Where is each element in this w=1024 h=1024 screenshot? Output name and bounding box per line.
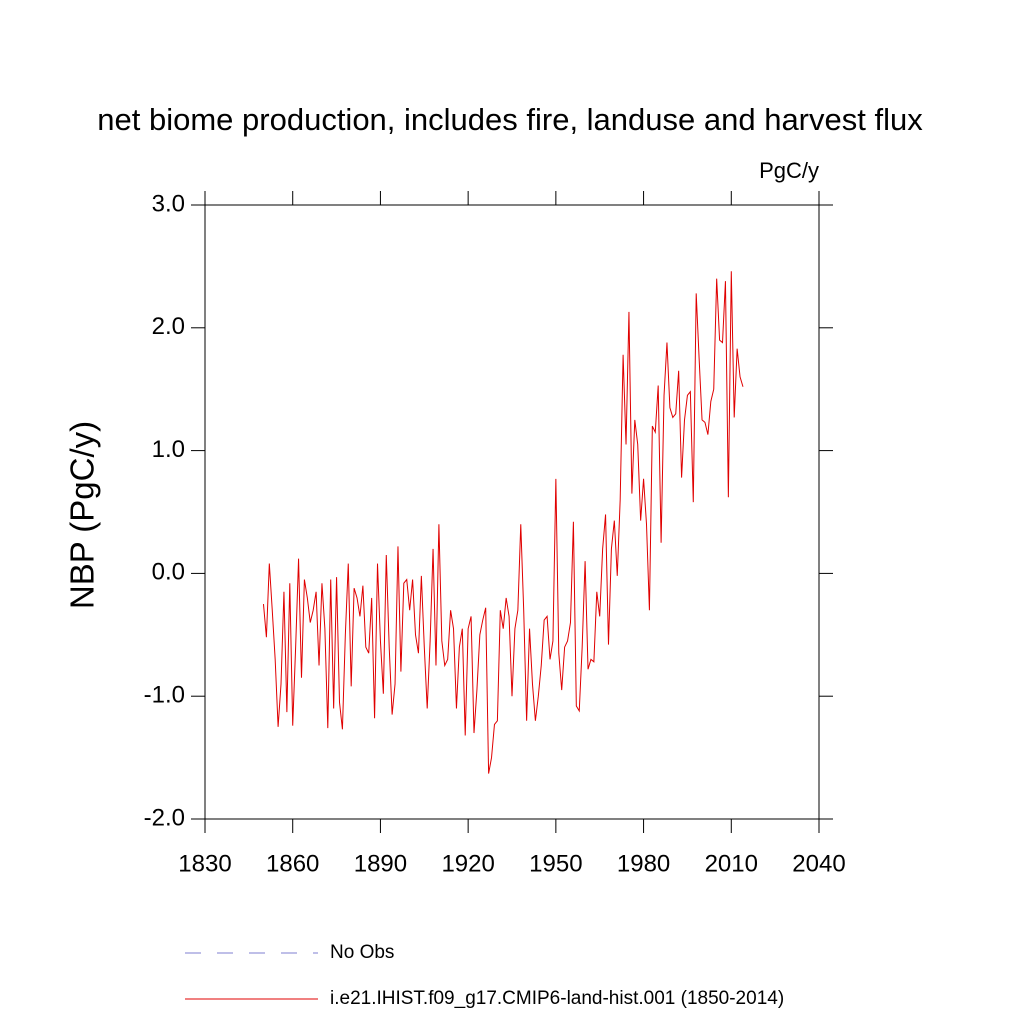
y-tick-label: -2.0 bbox=[144, 804, 185, 831]
data-line bbox=[262, 271, 744, 774]
x-tick-label: 1890 bbox=[354, 850, 407, 877]
x-tick-label: 2010 bbox=[705, 850, 758, 877]
y-tick-label: 3.0 bbox=[152, 190, 185, 217]
plot-frame bbox=[204, 204, 820, 820]
y-tick-label: -1.0 bbox=[144, 682, 185, 709]
legend-label: i.e21.IHIST.f09_g17.CMIP6-land-hist.001 … bbox=[330, 988, 784, 1009]
legend-label: No Obs bbox=[330, 942, 394, 963]
x-tick-label: 1920 bbox=[441, 850, 494, 877]
chart-title: net biome production, includes fire, lan… bbox=[97, 102, 923, 137]
units-label: PgC/y bbox=[759, 158, 819, 183]
y-tick-label: 1.0 bbox=[152, 436, 185, 463]
y-tick-label: 0.0 bbox=[152, 559, 185, 586]
x-tick-label: 1830 bbox=[178, 850, 231, 877]
y-tick-label: 2.0 bbox=[152, 313, 185, 340]
y-axis-label: NBP (PgC/y) bbox=[64, 421, 101, 609]
x-tick-label: 1860 bbox=[266, 850, 319, 877]
x-tick-label: 1950 bbox=[529, 850, 582, 877]
x-tick-label: 1980 bbox=[617, 850, 670, 877]
x-tick-label: 2040 bbox=[792, 850, 845, 877]
